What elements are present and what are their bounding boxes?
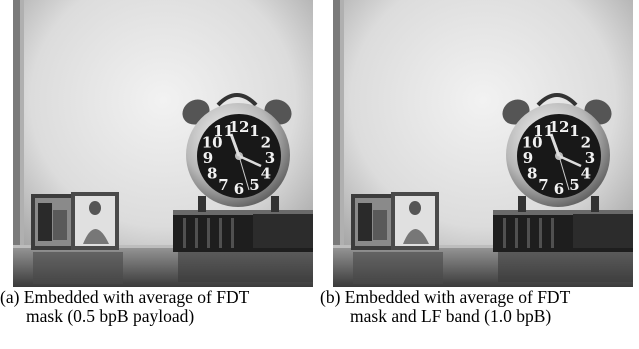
clock-numeral: 9	[203, 149, 213, 167]
clock-numeral: 3	[265, 149, 275, 167]
clock-numeral: 6	[554, 180, 564, 198]
clock-numeral: 2	[581, 134, 591, 152]
clock-numeral: 12	[229, 118, 250, 136]
clock-numeral: 1	[249, 122, 259, 140]
clock-numeral: 4	[261, 165, 271, 183]
clock-numeral: 3	[585, 149, 595, 167]
caption-a-line2: mask (0.5 bpB payload)	[26, 306, 195, 326]
clock-numeral: 12	[549, 118, 570, 136]
clock-numeral: 8	[207, 165, 217, 183]
clock-numeral: 9	[523, 149, 533, 167]
clock-numeral: 11	[213, 122, 234, 140]
figure-panel-a: 12 1 2 3 4 5 6 7 8 9 10 11	[13, 0, 313, 287]
clock-numeral: 10	[522, 134, 543, 152]
clock-numeral: 7	[218, 176, 228, 194]
clock-numeral: 5	[249, 176, 259, 194]
clock-numeral: 10	[202, 134, 223, 152]
clock-numeral: 5	[569, 176, 579, 194]
clock-numeral: 1	[569, 122, 579, 140]
caption-b: (b) Embedded with average of FDT mask an…	[320, 288, 639, 326]
caption-a-line1: (a) Embedded with average of FDT	[0, 287, 250, 307]
clock-numeral: 4	[581, 165, 591, 183]
clock-numeral: 2	[261, 134, 271, 152]
caption-b-line2: mask and LF band (1.0 bpB)	[350, 306, 552, 326]
clock-numeral: 11	[533, 122, 554, 140]
clock-numeral: 7	[538, 176, 548, 194]
figure-panel-b: 12 1 2 3 4 5 6 7 8 9 10 11	[333, 0, 633, 287]
caption-a: (a) Embedded with average of FDT mask (0…	[0, 288, 318, 326]
clock-numeral: 6	[234, 180, 244, 198]
caption-b-line1: (b) Embedded with average of FDT	[320, 287, 571, 307]
clock-numeral: 8	[527, 165, 537, 183]
